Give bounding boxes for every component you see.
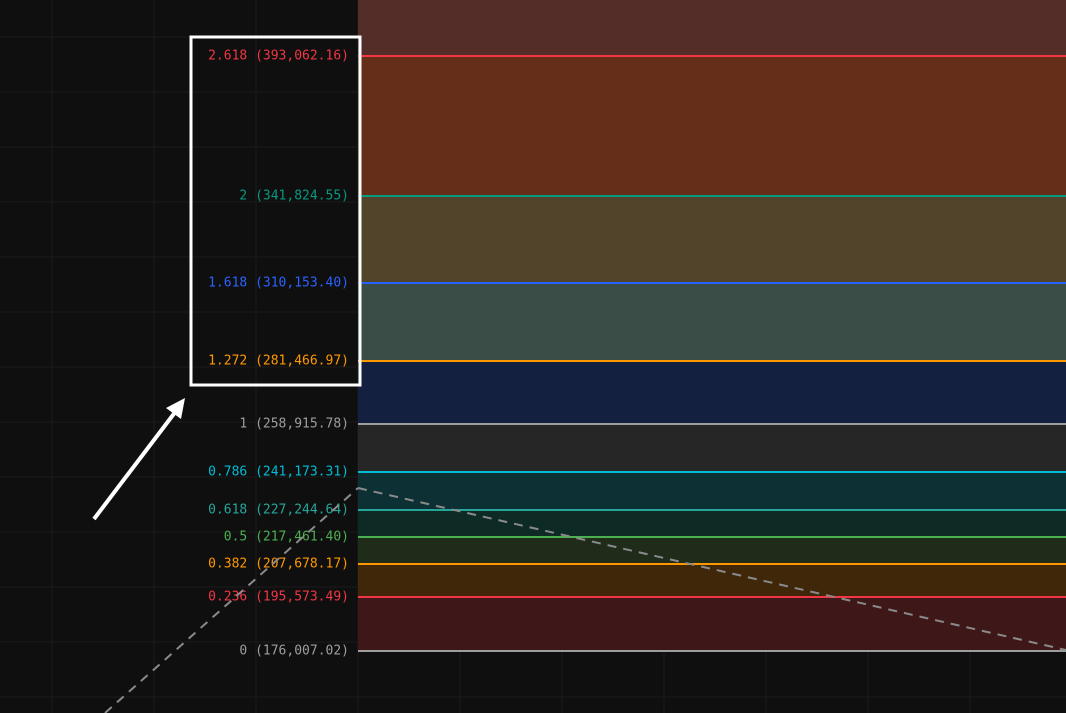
fib-zones — [358, 0, 1066, 651]
highlight-box — [189, 35, 362, 387]
fib-level-label-0.382: 0.382 (207,678.17) — [208, 557, 349, 572]
annotations — [92, 35, 362, 521]
fib-zone-0.382 — [358, 564, 1066, 597]
fib-zone-2.618 — [358, 56, 1066, 196]
fib-level-labels: 2.618 (393,062.16) 2 (341,824.55) 1.618 (3… — [208, 49, 349, 659]
arrow-shaft — [92, 409, 178, 521]
fib-level-label-0: 0 (176,007.02) — [239, 644, 349, 659]
fib-level-label-2: 2 (341,824.55) — [239, 189, 349, 204]
fib-level-label-1: 1 (258,915.78) — [239, 417, 349, 432]
fib-zone-1.618 — [358, 283, 1066, 361]
fib-level-label-0.236: 0.236 (195,573.49) — [208, 590, 349, 605]
fib-level-label-1.272: 1.272 (281,466.97) — [208, 354, 349, 369]
fib-level-label-1.618: 1.618 (310,153.40) — [208, 276, 349, 291]
fib-level-label-0.5: 0.5 (217,461.40) — [224, 530, 349, 545]
fib-zone-1 — [358, 424, 1066, 472]
fib-level-label-0.618: 0.618 (227,244.64) — [208, 503, 349, 518]
fib-zone-1.272 — [358, 361, 1066, 424]
fib-level-label-2.618: 2.618 (393,062.16) — [208, 49, 349, 64]
fib-zone-0.236 — [358, 597, 1066, 651]
arrow-head — [166, 398, 185, 419]
fib-zone-0.5 — [358, 537, 1066, 564]
fib-zone-2 — [358, 196, 1066, 283]
fib-zone-0.618 — [358, 510, 1066, 537]
fib-zone-top — [358, 0, 1066, 56]
fib-level-lines — [358, 55, 1066, 652]
fib-zone-0.786 — [358, 472, 1066, 510]
trend-line-up — [104, 487, 359, 713]
fib-level-label-0.786: 0.786 (241,173.31) — [208, 465, 349, 480]
trend-line — [104, 487, 1066, 713]
